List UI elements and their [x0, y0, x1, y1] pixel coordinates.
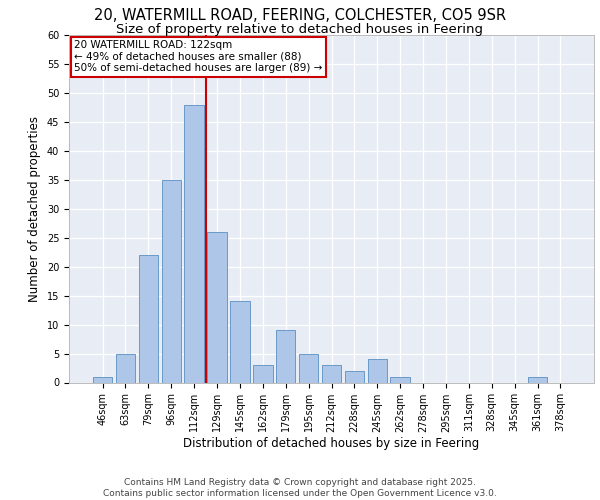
Text: 20, WATERMILL ROAD, FEERING, COLCHESTER, CO5 9SR: 20, WATERMILL ROAD, FEERING, COLCHESTER,… — [94, 8, 506, 22]
Bar — [276, 330, 295, 382]
Y-axis label: Number of detached properties: Number of detached properties — [28, 116, 41, 302]
X-axis label: Distribution of detached houses by size in Feering: Distribution of detached houses by size … — [184, 437, 479, 450]
Bar — [161, 180, 181, 382]
Text: Size of property relative to detached houses in Feering: Size of property relative to detached ho… — [116, 22, 484, 36]
Bar — [253, 365, 272, 382]
Bar — [528, 376, 547, 382]
Bar — [299, 354, 319, 382]
Bar — [322, 365, 341, 382]
Bar — [368, 360, 387, 382]
Text: 20 WATERMILL ROAD: 122sqm
← 49% of detached houses are smaller (88)
50% of semi-: 20 WATERMILL ROAD: 122sqm ← 49% of detac… — [74, 40, 323, 74]
Bar — [208, 232, 227, 382]
Bar — [230, 302, 250, 382]
Bar — [116, 354, 135, 382]
Bar — [93, 376, 112, 382]
Text: Contains HM Land Registry data © Crown copyright and database right 2025.
Contai: Contains HM Land Registry data © Crown c… — [103, 478, 497, 498]
Bar — [139, 255, 158, 382]
Bar — [184, 104, 204, 382]
Bar — [344, 371, 364, 382]
Bar — [391, 376, 410, 382]
